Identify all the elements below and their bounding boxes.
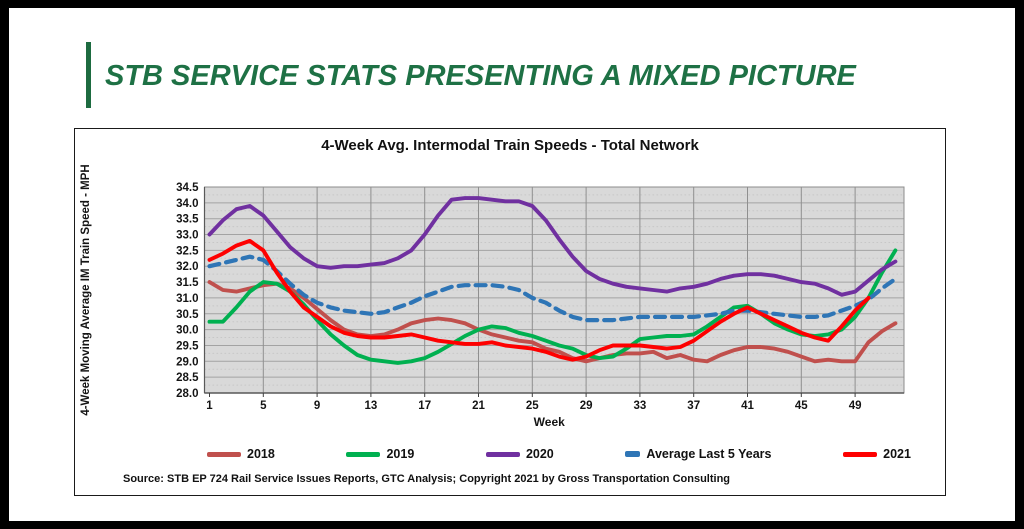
- svg-text:29.0: 29.0: [176, 356, 198, 368]
- chart-title: 4-Week Avg. Intermodal Train Speeds - To…: [321, 137, 699, 154]
- svg-text:28.0: 28.0: [176, 388, 198, 400]
- svg-text:30.5: 30.5: [176, 309, 199, 321]
- legend-label-2020: 2020: [525, 447, 554, 461]
- svg-text:32.0: 32.0: [176, 261, 198, 273]
- svg-text:33.0: 33.0: [176, 230, 198, 242]
- legend-swatch-2019: [346, 451, 381, 457]
- legend-item-average-last-5-years: Average Last 5 Years: [625, 447, 772, 461]
- svg-text:17: 17: [418, 400, 431, 412]
- source-note: Source: STB EP 724 Rail Service Issues R…: [123, 473, 731, 485]
- svg-text:28.5: 28.5: [176, 372, 199, 384]
- series-line-average-last-5-years: [207, 254, 898, 323]
- svg-text:13: 13: [365, 400, 378, 412]
- series-line-2018: [207, 280, 898, 364]
- legend-swatch-2018: [207, 451, 241, 457]
- svg-text:49: 49: [849, 400, 862, 412]
- chart-plot: 28.0 28.5 29.0 29.5 30.0 30.5 31.0 31.5 32.0 32.5…: [80, 164, 905, 429]
- svg-text:45: 45: [795, 400, 808, 412]
- legend-item-2018: 2018: [207, 447, 275, 461]
- title-accent-bar: [86, 42, 91, 108]
- svg-text:32.5: 32.5: [176, 245, 199, 257]
- svg-text:30.0: 30.0: [176, 325, 198, 337]
- svg-text:41: 41: [741, 400, 754, 412]
- legend-swatch-2021: [843, 451, 878, 457]
- legend-item-2020: 2020: [485, 447, 554, 461]
- svg-text:1: 1: [206, 400, 213, 412]
- chart-card: 4-Week Avg. Intermodal Train Speeds - To…: [74, 128, 946, 496]
- svg-text:9: 9: [314, 400, 320, 412]
- svg-text:29.5: 29.5: [176, 340, 199, 352]
- svg-text:34.0: 34.0: [176, 198, 198, 210]
- svg-text:25: 25: [526, 400, 539, 412]
- svg-text:33.5: 33.5: [176, 214, 199, 226]
- svg-text:37: 37: [687, 400, 700, 412]
- svg-text:34.5: 34.5: [176, 182, 199, 194]
- series-line-2021: [207, 238, 871, 362]
- legend-label-2019: 2019: [386, 447, 415, 461]
- slide-title: STB SERVICE STATS PRESENTING A MIXED PIC…: [105, 60, 856, 92]
- legend-swatch-2020: [485, 451, 520, 457]
- legend-swatch-average-last-5-years: [625, 451, 641, 457]
- slide: STB SERVICE STATS PRESENTING A MIXED PIC…: [9, 8, 1015, 521]
- legend-label-2021: 2021: [883, 447, 911, 461]
- series-line-2020: [207, 196, 898, 297]
- y-axis-title: 4-Week Moving Average IM Train Speed - M…: [80, 164, 92, 415]
- svg-text:29: 29: [580, 400, 593, 412]
- legend-item-2019: 2019: [346, 447, 414, 461]
- x-axis-title: Week: [534, 415, 565, 429]
- legend-item-2021: 2021: [843, 447, 911, 461]
- chart-legend: 2018 2019 2020 Average Last 5 Years 2021: [75, 447, 945, 461]
- series-line-2019: [207, 248, 898, 365]
- svg-text:31.0: 31.0: [176, 293, 198, 305]
- x-tick-marks: [209, 393, 856, 397]
- legend-label-average-last-5-years: Average Last 5 Years: [646, 447, 772, 461]
- legend-label-2018: 2018: [247, 447, 275, 461]
- y-axis-labels: 28.0 28.5 29.0 29.5 30.0 30.5 31.0 31.5 32.0 32.5…: [176, 182, 199, 400]
- x-axis-labels: 1 5 9 13 17 21 25 29 33 37 41 45 49: [206, 400, 861, 412]
- svg-text:21: 21: [472, 400, 485, 412]
- svg-text:31.5: 31.5: [176, 277, 199, 289]
- svg-text:5: 5: [260, 400, 267, 412]
- svg-text:33: 33: [634, 400, 647, 412]
